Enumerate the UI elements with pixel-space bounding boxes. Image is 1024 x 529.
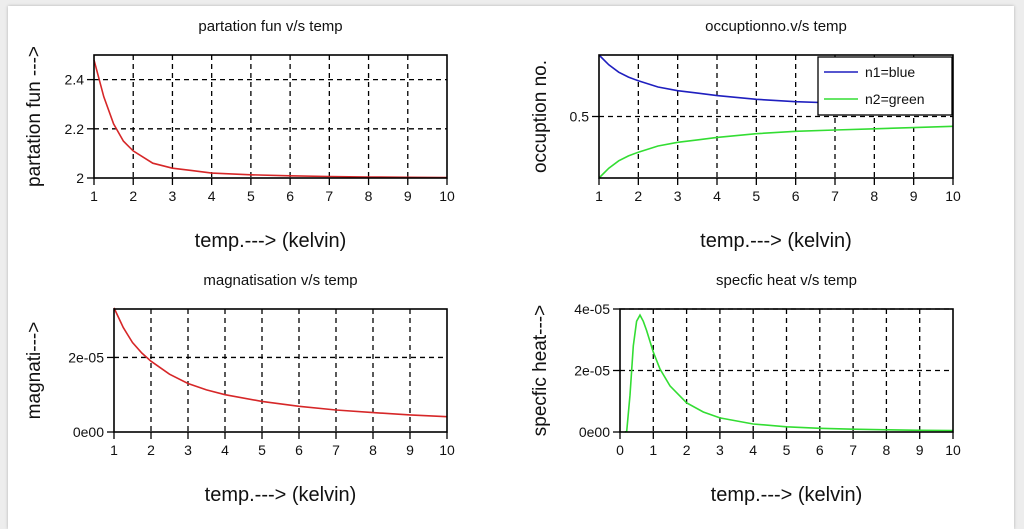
p1-series-0 [93, 59, 448, 179]
p4-xtick-label-2: 2 [683, 442, 691, 458]
p2-xtick-label-1: 2 [634, 188, 642, 204]
p3-series-0 [113, 307, 448, 418]
p4-title: specfic heat v/s temp [716, 272, 857, 289]
p2-series-1 [598, 125, 954, 179]
p3-xtick-label-4: 5 [258, 442, 266, 458]
p2-xtick-label-4: 5 [752, 188, 760, 204]
p3-xtick-label-9: 10 [439, 442, 455, 458]
p4-plot: specfic heat v/s temp 0 1 2 3 4 5 6 7 8 9 10 0e00 2e-… [530, 272, 961, 506]
p3-xtick-label-7: 8 [369, 442, 377, 458]
p1-ytick-label-2: 2.4 [65, 72, 85, 88]
p1-xtick-label-1: 2 [129, 188, 137, 204]
p1-xlabel: temp.---> (kelvin) [195, 230, 347, 252]
p4-xtick-label-6: 6 [816, 442, 824, 458]
p2-xtick-label-9: 10 [945, 188, 961, 204]
p2-legend: n1=blue n2=green [817, 56, 953, 116]
p4-xtick-label-4: 4 [749, 442, 757, 458]
p2-legend-label-0: n1=blue [865, 64, 915, 80]
p4-xtick-label-8: 8 [883, 442, 891, 458]
p3-title: magnatisation v/s temp [203, 272, 357, 289]
p2-plot: occuptionno.v/s temp 1 2 3 4 5 6 7 8 9 10 0.5 temp.-… [530, 18, 961, 252]
p1-xtick-label-5: 6 [286, 188, 294, 204]
p3-ytick-label-1: 2e-05 [68, 349, 104, 365]
p1-xtick-label-6: 7 [325, 188, 333, 204]
p2-ylabel: occuption no. [530, 60, 551, 173]
p1-ytick-label-1: 2.2 [65, 121, 85, 137]
p2-xtick-label-7: 8 [870, 188, 878, 204]
p4-xtick-label-1: 1 [649, 442, 657, 458]
p2-title: occuptionno.v/s temp [705, 18, 847, 35]
p1-xtick-label-7: 8 [365, 188, 373, 204]
p2-ytick-label-0: 0.5 [570, 109, 590, 125]
p4-xtick-label-7: 7 [849, 442, 857, 458]
p4-ylabel: specfic heat---> [530, 305, 551, 436]
p4-xtick-label-9: 9 [916, 442, 924, 458]
p3-xtick-label-6: 7 [332, 442, 340, 458]
p3-xtick-label-3: 4 [221, 442, 229, 458]
p1-xtick-label-2: 3 [169, 188, 177, 204]
p2-legend-label-1: n2=green [865, 91, 925, 107]
p4-xtick-label-0: 0 [616, 442, 624, 458]
p3-xtick-label-2: 3 [184, 442, 192, 458]
p1-ytick-label-0: 2 [76, 170, 84, 186]
p2-xlabel: temp.---> (kelvin) [700, 230, 852, 252]
p2-xtick-label-8: 9 [910, 188, 918, 204]
p3-plot: magnatisation v/s temp 1 2 3 4 5 6 7 8 9 10 0e00 2e-… [24, 272, 455, 506]
p3-ytick-label-0: 0e00 [73, 424, 104, 440]
p4-xtick-label-10: 10 [945, 442, 961, 458]
p1-title: partation fun v/s temp [198, 18, 342, 35]
p2-xtick-label-6: 7 [831, 188, 839, 204]
p1-xtick-label-8: 9 [404, 188, 412, 204]
p4-series-0 [624, 313, 954, 433]
p4-ytick-label-0: 0e00 [579, 424, 610, 440]
p3-xtick-label-0: 1 [110, 442, 118, 458]
p4-ytick-label-1: 2e-05 [574, 363, 610, 379]
p3-xtick-label-5: 6 [295, 442, 303, 458]
p1-ylabel: partation fun ---> [24, 46, 45, 187]
p2-legend-box [817, 56, 953, 116]
p1-xtick-label-4: 5 [247, 188, 255, 204]
p2-xtick-label-0: 1 [595, 188, 603, 204]
p2-xtick-label-3: 4 [713, 188, 721, 204]
p1-xtick-label-0: 1 [90, 188, 98, 204]
p1-xtick-label-9: 10 [439, 188, 455, 204]
p3-xtick-label-1: 2 [147, 442, 155, 458]
p3-ylabel: magnati---> [24, 322, 45, 420]
p4-xlabel: temp.---> (kelvin) [711, 484, 863, 506]
p2-xtick-label-5: 6 [792, 188, 800, 204]
p3-xtick-label-8: 9 [406, 442, 414, 458]
p3-xlabel: temp.---> (kelvin) [205, 484, 357, 506]
p1-xtick-label-3: 4 [208, 188, 216, 204]
p2-xtick-label-2: 3 [674, 188, 682, 204]
p4-xtick-label-5: 5 [783, 442, 791, 458]
p1-axes-frame [93, 54, 448, 179]
p4-ytick-label-2: 4e-05 [574, 301, 610, 317]
p3-axes-frame [113, 308, 448, 433]
p4-xtick-label-3: 3 [716, 442, 724, 458]
